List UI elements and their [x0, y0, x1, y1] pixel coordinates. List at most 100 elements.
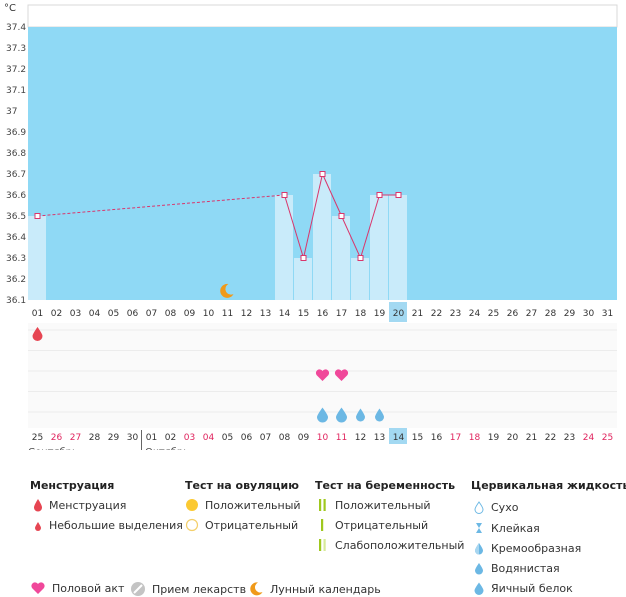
watery-drop-icon — [475, 563, 483, 575]
cycle-day-label: 16 — [317, 309, 329, 319]
legend-spotting-label: Небольшие выделения — [49, 518, 183, 532]
cycle-day-label: 30 — [583, 309, 595, 319]
cycle-day-label: 08 — [165, 309, 177, 319]
temperature-line-segment — [341, 215, 361, 259]
cycle-day-label: 25 — [488, 309, 499, 319]
y-tick-label: 36.6 — [6, 191, 26, 201]
cycle-day-label: 13 — [260, 309, 271, 319]
y-tick-label: 36.7 — [6, 170, 26, 180]
legend-cervical-eggwhite-item: Яичный белок — [473, 581, 573, 595]
legend-ovulation-positive-item: Положительный — [185, 498, 301, 512]
heart-icon — [31, 582, 45, 594]
temperature-bar — [294, 258, 312, 300]
temperature-point — [281, 192, 288, 198]
highlight-day-cell — [389, 302, 407, 322]
temperature-bar — [332, 216, 350, 300]
calendar-date-label: 29 — [108, 433, 120, 443]
temperature-point — [395, 192, 402, 198]
y-tick-label: 37.1 — [6, 86, 26, 96]
temperature-bar — [351, 258, 369, 300]
legend-ovulation-negative-label: Отрицательный — [205, 518, 299, 532]
legend-cervical-eggwhite-label: Яичный белок — [491, 581, 573, 595]
cycle-day-label: 11 — [222, 309, 233, 319]
cycle-day-label: 26 — [507, 309, 519, 319]
temperature-line-segment — [303, 173, 323, 259]
legend-pregnancy-weak-item: Слабоположительный — [317, 538, 464, 552]
cycle-day-label: 01 — [32, 309, 43, 319]
cycle-day-label: 24 — [469, 309, 481, 319]
cycle-day-label: 06 — [127, 309, 139, 319]
temperature-bar — [389, 195, 407, 300]
calendar-date-label: 17 — [450, 433, 461, 443]
moon-icon — [250, 582, 263, 596]
y-tick-label: 37.2 — [6, 65, 26, 75]
legend-cervical-dry-item: Сухо — [473, 500, 518, 514]
cycle-day-label: 18 — [355, 309, 367, 319]
cycle-day-label: 03 — [70, 309, 81, 319]
temperature-line-segment — [360, 194, 380, 259]
temperature-point — [319, 171, 326, 177]
cycle-day-label: 14 — [279, 309, 291, 319]
temperature-line-segment — [322, 173, 342, 217]
legend-pregnancy-positive-item: Положительный — [317, 498, 431, 512]
spotting-drop-icon — [35, 522, 41, 531]
legend-medication-label: Прием лекарств — [152, 582, 247, 596]
y-tick-label: 36.1 — [6, 296, 26, 306]
calendar-date-label: 16 — [431, 433, 443, 443]
calendar-date-label: 28 — [89, 433, 101, 443]
legend-medication-item: Прием лекарств — [130, 581, 246, 597]
cycle-day-label: 12 — [241, 309, 252, 319]
legend-cervical-dry-label: Сухо — [491, 500, 519, 514]
legend-cervical-watery-item: Водянистая — [473, 561, 560, 575]
legend-ovulation-positive-label: Положительный — [205, 498, 301, 512]
cycle-day-label: 31 — [602, 309, 613, 319]
pregnancy-weak-icon — [319, 539, 326, 551]
dry-drop-icon — [474, 501, 484, 514]
calendar-date-label: 05 — [222, 433, 233, 443]
menstruation-drop-icon — [34, 499, 42, 512]
y-unit-label: °C — [4, 3, 16, 14]
calendar-date-label: 27 — [70, 433, 81, 443]
cycle-day-label: 23 — [450, 309, 461, 319]
temperature-point — [300, 255, 307, 261]
legend-cervical-title: Цервикальная жидкость — [471, 479, 626, 492]
y-tick-label: 36.8 — [6, 149, 26, 159]
legend-moon-label: Лунный календарь — [270, 582, 381, 596]
y-tick-label: 37 — [6, 107, 17, 117]
temperature-line-segment — [284, 194, 304, 259]
watery-drop-icon — [375, 408, 384, 422]
highlight-date-cell — [389, 428, 407, 444]
temperature-bar — [28, 216, 46, 300]
cycle-day-label: 29 — [564, 309, 576, 319]
temperature-point — [357, 255, 364, 261]
calendar-date-label: 07 — [260, 433, 271, 443]
egg-white-drop-icon — [474, 582, 484, 595]
cycle-day-label: 09 — [184, 309, 196, 319]
month-label-september: Сентябрь — [28, 447, 78, 450]
calendar-date-label: 25 — [32, 433, 43, 443]
legend-pregnancy-negative-label: Отрицательный — [335, 518, 429, 532]
calendar-date-label: 01 — [146, 433, 157, 443]
y-tick-label: 36.3 — [6, 254, 26, 264]
calendar-date-label: 02 — [165, 433, 176, 443]
calendar-date-label: 03 — [184, 433, 195, 443]
menstruation-drop-icon — [32, 327, 43, 342]
legend-cervical-sticky-label: Клейкая — [491, 521, 540, 535]
calendar-date-label: 18 — [469, 433, 481, 443]
legend-pregnancy-positive-label: Положительный — [335, 498, 431, 512]
cycle-day-label: 05 — [108, 309, 119, 319]
calendar-date-label: 14 — [393, 433, 405, 443]
cycle-day-label: 22 — [431, 309, 442, 319]
cycle-day-label: 21 — [412, 309, 423, 319]
legend-menstruation-item: Менструация — [33, 498, 126, 512]
cycle-day-label: 17 — [336, 309, 347, 319]
legend-intercourse-label: Половой акт — [52, 581, 125, 595]
legend-ovulation-title: Тест на овуляцию — [185, 479, 299, 492]
pregnancy-negative-icon — [321, 519, 324, 531]
calendar-date-label: 12 — [355, 433, 366, 443]
legend-spotting-item: Небольшие выделения — [33, 518, 183, 532]
temperature-point — [338, 213, 345, 219]
calendar-date-label: 19 — [488, 433, 500, 443]
calendar-date-label: 09 — [298, 433, 310, 443]
calendar-date-label: 21 — [526, 433, 537, 443]
